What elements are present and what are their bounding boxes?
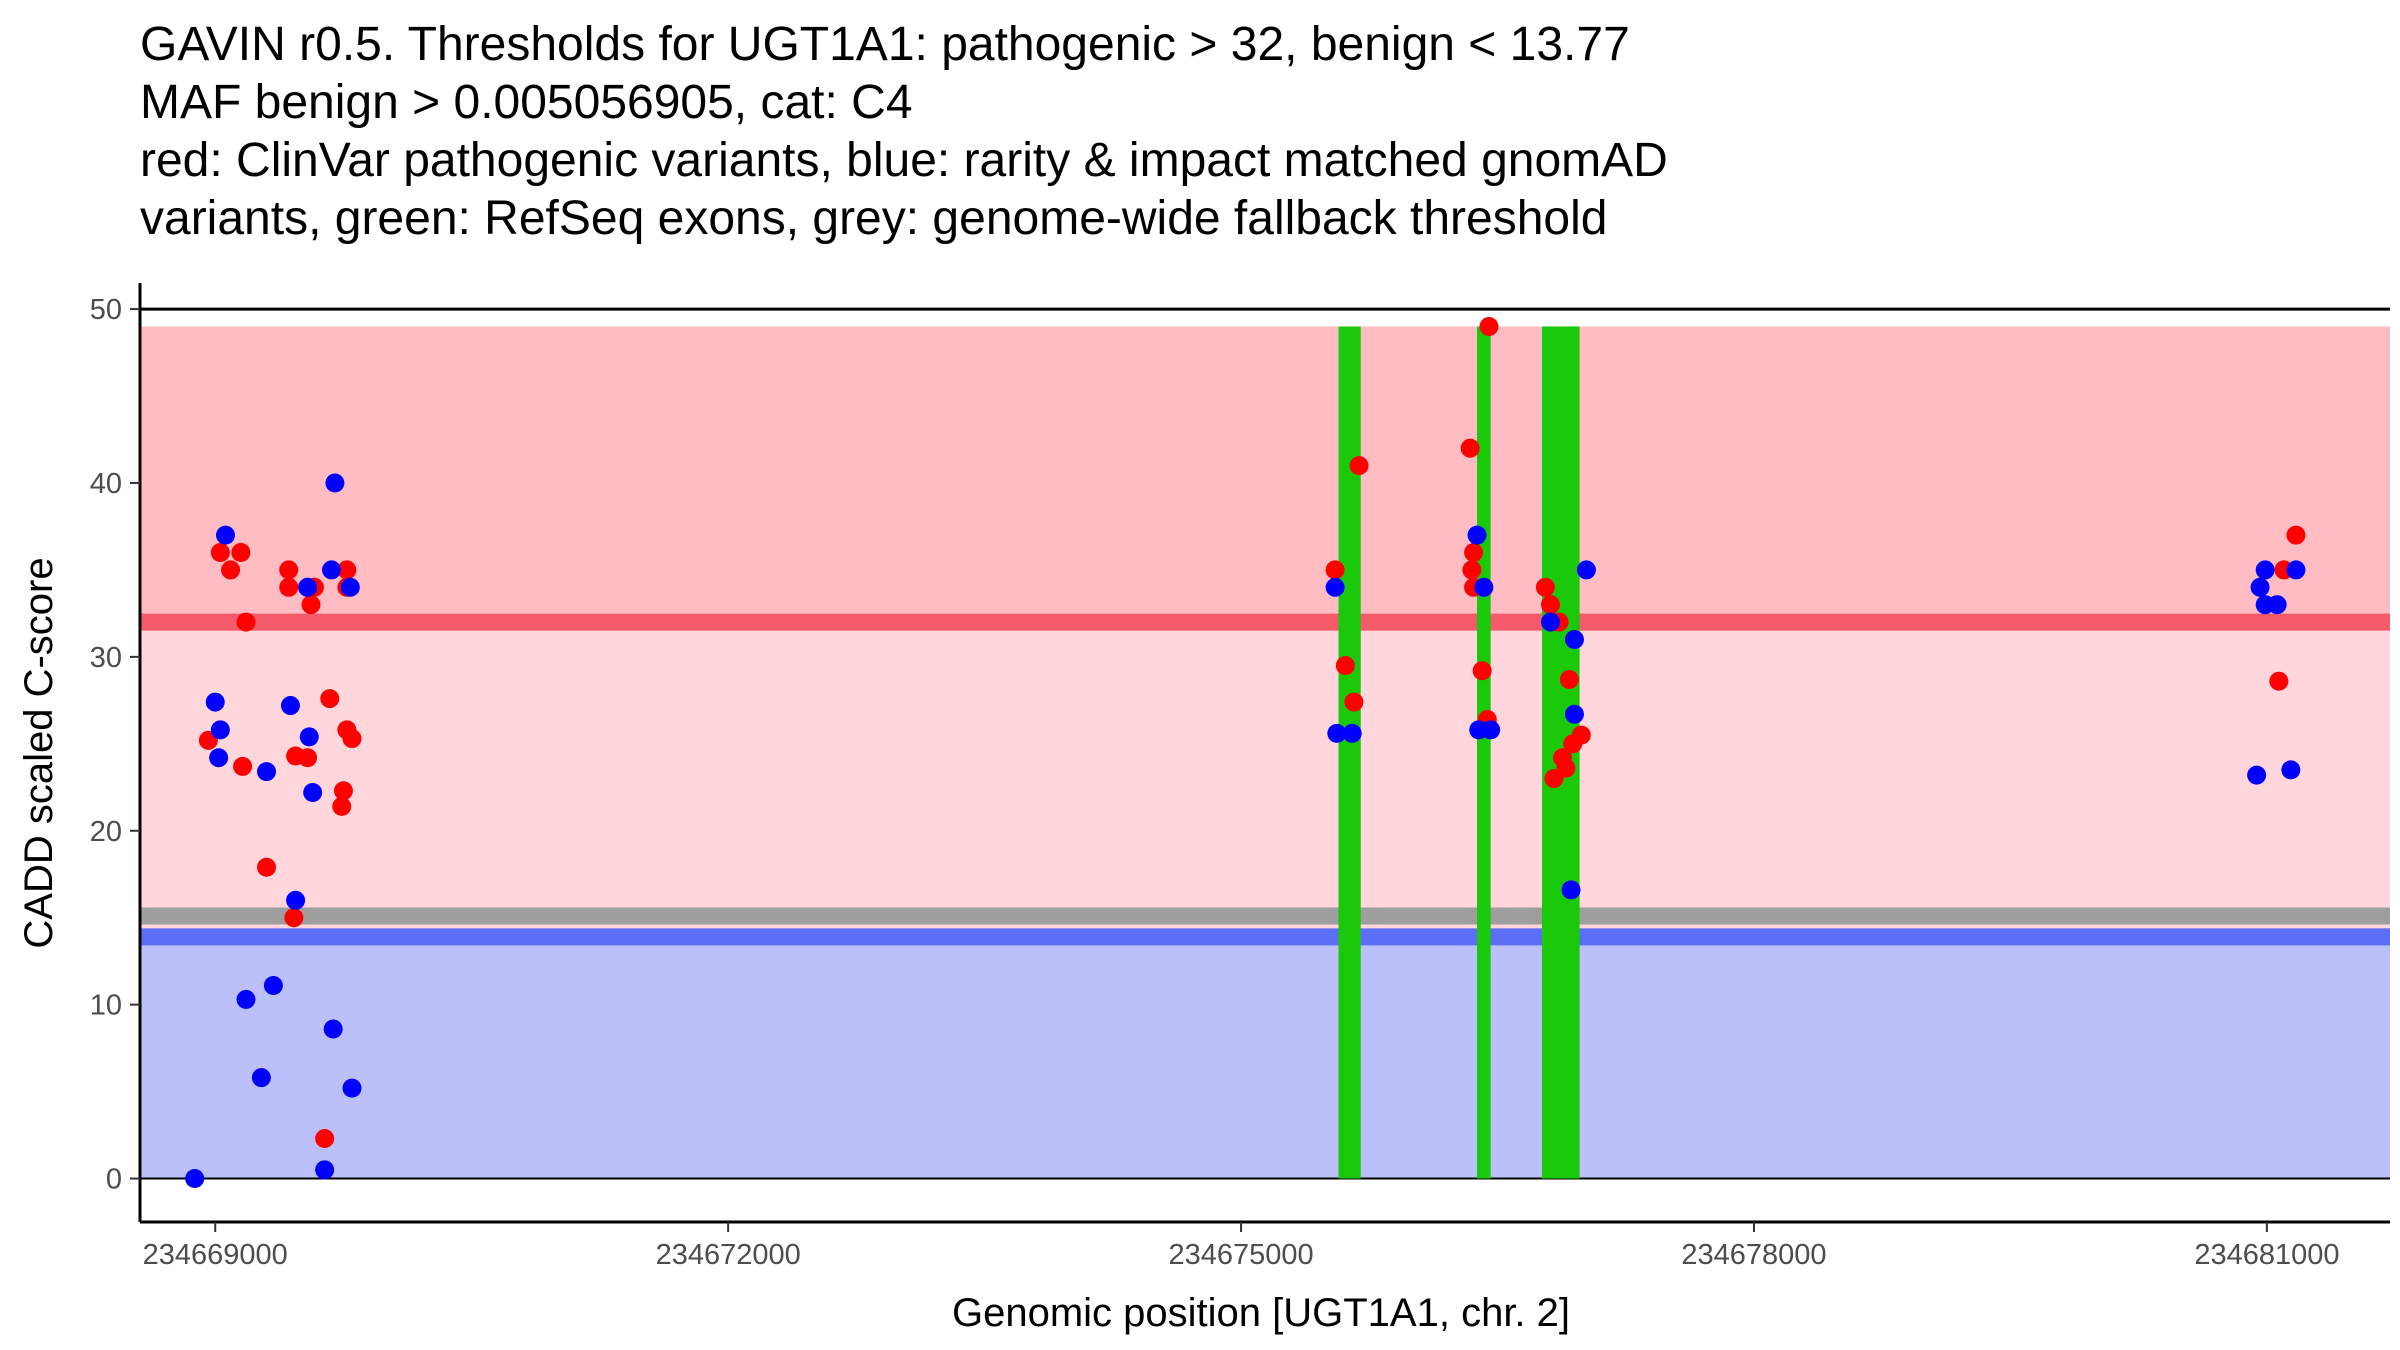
chart-title: GAVIN r0.5. Thresholds for UGT1A1: patho… bbox=[140, 16, 1668, 248]
middle-zone bbox=[140, 622, 2390, 940]
clinvar-point bbox=[279, 577, 299, 597]
clinvar-point bbox=[257, 857, 277, 877]
clinvar-point bbox=[1335, 656, 1355, 676]
clinvar-point bbox=[342, 729, 362, 749]
clinvar-point bbox=[231, 543, 251, 563]
gnomad-point bbox=[1564, 704, 1584, 724]
gnomad-point bbox=[315, 1160, 335, 1180]
benign-zone bbox=[140, 939, 2390, 1179]
clinvar-point bbox=[1541, 595, 1561, 615]
axes: 0 10 20 30 40 50 234669000 234672000 234675000 23… bbox=[90, 283, 2390, 1271]
gnomad-point bbox=[2247, 765, 2267, 785]
gnomad-point bbox=[2286, 560, 2306, 580]
clinvar-point bbox=[1349, 456, 1369, 476]
clinvar-point bbox=[320, 689, 340, 709]
clinvar-point bbox=[210, 543, 230, 563]
clinvar-point bbox=[337, 560, 357, 580]
title-line-4: variants, green: RefSeq exons, grey: gen… bbox=[140, 192, 1608, 245]
clinvar-point bbox=[221, 560, 241, 580]
clinvar-point bbox=[332, 796, 352, 816]
gnomad-point bbox=[1561, 880, 1581, 900]
gnomad-point bbox=[1564, 629, 1584, 649]
gnomad-point bbox=[342, 1078, 362, 1098]
clinvar-point bbox=[1464, 543, 1484, 563]
clinvar-point bbox=[236, 612, 256, 632]
exon-bar-1 bbox=[1338, 326, 1361, 1179]
gnomad-point bbox=[1541, 612, 1561, 632]
clinvar-point bbox=[1556, 758, 1576, 778]
y-axis-title: CADD scaled C-score bbox=[17, 557, 61, 948]
gnomad-point bbox=[263, 976, 283, 996]
gnomad-point bbox=[1325, 577, 1345, 597]
gnomad-point bbox=[323, 1019, 343, 1039]
data-points bbox=[185, 316, 2306, 1189]
y-tick-label: 40 bbox=[90, 468, 122, 500]
clinvar-point bbox=[298, 748, 318, 768]
x-tick-label: 234672000 bbox=[656, 1239, 801, 1271]
clinvar-point bbox=[1559, 669, 1579, 689]
clinvar-point bbox=[284, 908, 304, 928]
x-tick-label: 234681000 bbox=[2194, 1239, 2339, 1271]
clinvar-point bbox=[1535, 577, 1555, 597]
clinvar-point bbox=[1472, 661, 1492, 681]
threshold-zones bbox=[140, 326, 2390, 1179]
pathogenic-zone bbox=[140, 326, 2390, 623]
gnomad-point bbox=[2281, 760, 2301, 780]
gnomad-point bbox=[2255, 560, 2275, 580]
clinvar-point bbox=[233, 756, 253, 776]
y-tick-label: 10 bbox=[90, 990, 122, 1022]
title-line-2: MAF benign > 0.005056905, cat: C4 bbox=[140, 76, 913, 129]
x-axis-title: Genomic position [UGT1A1, chr. 2] bbox=[952, 1291, 1570, 1335]
gnomad-point bbox=[1576, 560, 1596, 580]
x-tick-label: 234675000 bbox=[1168, 1239, 1313, 1271]
gnomad-point bbox=[303, 782, 323, 802]
clinvar-point bbox=[1325, 560, 1345, 580]
gnomad-point bbox=[1342, 723, 1362, 743]
gnomad-point bbox=[2267, 595, 2287, 615]
gnomad-point bbox=[251, 1068, 271, 1088]
gnomad-point bbox=[340, 577, 360, 597]
title-line-1: GAVIN r0.5. Thresholds for UGT1A1: patho… bbox=[140, 18, 1630, 71]
clinvar-point bbox=[1479, 316, 1499, 336]
gnomad-point bbox=[185, 1169, 205, 1189]
clinvar-point bbox=[2286, 525, 2306, 545]
gnomad-point bbox=[1474, 577, 1494, 597]
gnomad-point bbox=[2250, 577, 2270, 597]
clinvar-point bbox=[1462, 560, 1482, 580]
clinvar-point bbox=[2269, 671, 2289, 691]
clinvar-point bbox=[301, 595, 321, 615]
title-line-3: red: ClinVar pathogenic variants, blue: … bbox=[140, 134, 1668, 187]
clinvar-point bbox=[333, 781, 353, 801]
clinvar-point bbox=[1460, 438, 1480, 458]
gnomad-point bbox=[1467, 525, 1487, 545]
exon-bar-2 bbox=[1477, 326, 1491, 1179]
gnomad-point bbox=[321, 560, 341, 580]
y-tick-label: 0 bbox=[106, 1164, 122, 1196]
clinvar-point bbox=[315, 1129, 335, 1149]
gnomad-point bbox=[298, 577, 318, 597]
gnomad-point bbox=[286, 890, 306, 910]
y-tick-label: 50 bbox=[90, 294, 122, 326]
gnomad-point bbox=[280, 696, 300, 716]
gnomad-point bbox=[299, 727, 319, 747]
gnomad-point bbox=[215, 525, 235, 545]
gnomad-point bbox=[236, 989, 256, 1009]
clinvar-point bbox=[1344, 692, 1364, 712]
gnomad-point bbox=[1327, 723, 1347, 743]
clinvar-point bbox=[279, 560, 299, 580]
gnomad-point bbox=[1481, 720, 1501, 740]
threshold-lines bbox=[140, 613, 2390, 1180]
gnomad-point bbox=[205, 692, 225, 712]
gnomad-point bbox=[325, 473, 345, 493]
gnomad-point bbox=[210, 720, 230, 740]
y-tick-label: 30 bbox=[90, 642, 122, 674]
gnomad-point bbox=[257, 762, 277, 782]
x-tick-label: 234678000 bbox=[1681, 1239, 1826, 1271]
clinvar-point bbox=[1571, 725, 1591, 745]
y-tick-label: 20 bbox=[90, 816, 122, 848]
x-tick-label: 234669000 bbox=[143, 1239, 288, 1271]
gnomad-point bbox=[209, 748, 229, 768]
